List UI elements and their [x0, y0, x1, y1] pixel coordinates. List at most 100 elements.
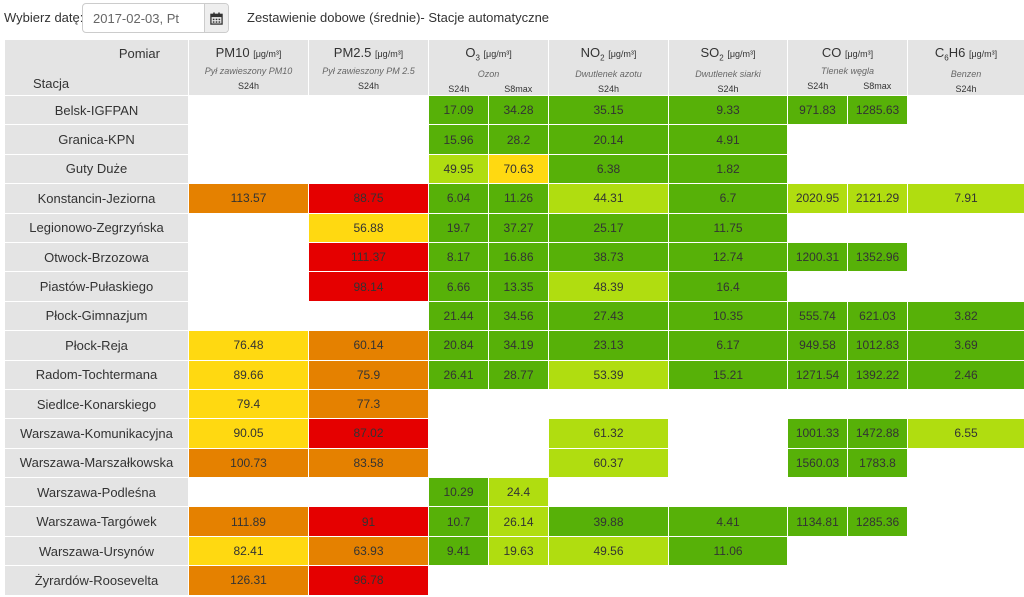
table-row: Warszawa-Podleśna 10.29 24.4	[4, 477, 1024, 508]
measurement-cell: 60.37	[548, 447, 670, 479]
measurement-cell	[308, 153, 429, 185]
measurement-cell	[907, 94, 1024, 126]
measurement-cell: 44.31	[548, 183, 670, 214]
measurement-cell	[487, 388, 550, 420]
pollutant-unit: [μg/m³]	[968, 49, 998, 59]
measurement-cell: 3.82	[907, 300, 1024, 332]
pollutant-header: SO2 [μg/m³] Dwutlenek siarki S24h	[668, 39, 789, 96]
measurement-cell: 79.4	[188, 388, 309, 420]
measurement-cell	[428, 565, 489, 596]
report-title: Zestawienie dobowe (średnie)- Stacje aut…	[247, 10, 550, 25]
table-row: Płock-Reja 76.48 60.14 20.84 34.19 23.13 6.17 9…	[4, 330, 1024, 361]
pollutant-description: Pył zawieszony PM10	[204, 66, 293, 76]
measurement-cell: 10.7	[428, 506, 489, 537]
station-name: Otwock-Brzozowa	[4, 241, 189, 273]
measurement-cell	[308, 124, 429, 155]
pollutant-header: PM10 [μg/m³] Pył zawieszony PM10 S24h	[188, 39, 309, 96]
averaging-label: S8max	[863, 81, 892, 91]
measurement-cell: 1001.33	[787, 418, 849, 449]
measurement-cell: 2020.95	[787, 183, 849, 214]
measurement-cell	[188, 271, 309, 302]
measurement-cell: 26.41	[428, 359, 489, 390]
measurement-cell	[188, 212, 309, 243]
measurement-cell	[308, 94, 429, 126]
measurement-cell	[907, 212, 1024, 243]
measurement-cell: 48.39	[548, 271, 670, 302]
station-name: Piastów-Pułaskiego	[4, 271, 189, 302]
calendar-button[interactable]	[205, 4, 228, 32]
measurement-cell	[907, 535, 1024, 567]
measurement-cell: 87.02	[308, 418, 429, 449]
top-bar: Wybierz datę: Zestawienie dobowe (średni…	[0, 0, 1024, 36]
measurement-cell: 1.82	[668, 153, 789, 185]
measurement-cell: 35.15	[548, 94, 670, 126]
table-row: Belsk-IGFPAN 17.09 34.28 35.15 9.33 971.83 128…	[4, 94, 1024, 126]
measurement-cell: 1200.31	[787, 241, 849, 273]
measurement-cell	[907, 153, 1024, 185]
measurement-cell	[847, 124, 909, 155]
measurement-cell	[428, 418, 489, 449]
corner-cell: Pomiar Stacja	[4, 39, 189, 96]
measurement-cell: 1472.88	[847, 418, 909, 449]
measurement-cell: 12.74	[668, 241, 789, 273]
measurement-cell: 63.93	[308, 535, 429, 567]
measurement-cell	[907, 124, 1024, 155]
measurement-cell: 4.91	[668, 124, 789, 155]
measurement-cell: 16.4	[668, 271, 789, 302]
measurement-cell: 34.19	[487, 330, 550, 361]
measurement-cell	[428, 388, 489, 420]
measurement-cell	[847, 477, 909, 508]
measurement-cell: 2.46	[907, 359, 1024, 390]
measurement-cell: 126.31	[188, 565, 309, 596]
pollutant-description: Dwutlenek siarki	[695, 68, 761, 79]
measurement-cell	[188, 153, 309, 185]
measurement-cell	[188, 241, 309, 273]
date-picker[interactable]	[82, 3, 229, 33]
date-input[interactable]	[83, 4, 205, 32]
station-name: Belsk-IGFPAN	[4, 94, 189, 126]
measurement-cell: 76.48	[188, 330, 309, 361]
table-row: Żyrardów-Roosevelta 126.31 96.78	[4, 565, 1024, 596]
pollutant-name: PM10 [μg/m³]	[215, 45, 282, 60]
measurement-cell: 56.88	[308, 212, 429, 243]
averaging-labels: S24h	[908, 84, 1024, 94]
table-row: Warszawa-Komunikacyjna 90.05 87.02 61.32 100…	[4, 418, 1024, 449]
measurement-cell: 49.95	[428, 153, 489, 185]
measurement-cell	[787, 477, 849, 508]
measurement-cell: 6.66	[428, 271, 489, 302]
pollutant-description: Ozon	[477, 68, 500, 79]
measurement-cell: 3.69	[907, 330, 1024, 361]
measurement-cell: 8.17	[428, 241, 489, 273]
measurement-cell: 11.06	[668, 535, 789, 567]
measurement-cell: 34.28	[487, 94, 550, 126]
measurement-cell: 89.66	[188, 359, 309, 390]
averaging-labels: S24h	[309, 81, 428, 91]
measurement-cell	[787, 212, 849, 243]
table-row: Płock-Gimnazjum 21.44 34.56 27.43 10.35 555.7…	[4, 300, 1024, 332]
station-name: Granica-KPN	[4, 124, 189, 155]
header-row: Pomiar Stacja PM10 [μg/m³] Pył zawieszony…	[4, 39, 1024, 96]
pollutant-name: C6H6 [μg/m³]	[934, 45, 998, 63]
pollutant-description: Tlenek węgla	[821, 66, 875, 76]
averaging-label: S8max	[504, 83, 533, 94]
pollutant-header: C6H6 [μg/m³] Benzen S24h	[907, 39, 1024, 96]
measurement-cell: 7.91	[907, 183, 1024, 214]
averaging-label: S24h	[598, 83, 620, 94]
measurement-cell	[308, 477, 429, 508]
measurement-cell	[847, 212, 909, 243]
measurement-cell: 19.7	[428, 212, 489, 243]
measurement-cell: 26.14	[487, 506, 550, 537]
measurement-cell: 75.9	[308, 359, 429, 390]
table-row: Siedlce-Konarskiego 79.4 77.3	[4, 388, 1024, 420]
measurement-cell	[548, 388, 670, 420]
measurement-cell	[847, 271, 909, 302]
measurement-cell	[787, 388, 849, 420]
station-name: Warszawa-Targówek	[4, 506, 189, 537]
measurement-cell: 1560.03	[787, 447, 849, 479]
pollutant-description: Pył zawieszony PM 2.5	[322, 66, 415, 76]
measurement-cell: 96.78	[308, 565, 429, 596]
measurement-cell: 88.75	[308, 183, 429, 214]
measurement-cell: 91	[308, 506, 429, 537]
measurement-cell	[548, 477, 670, 508]
measurement-cell	[668, 388, 789, 420]
